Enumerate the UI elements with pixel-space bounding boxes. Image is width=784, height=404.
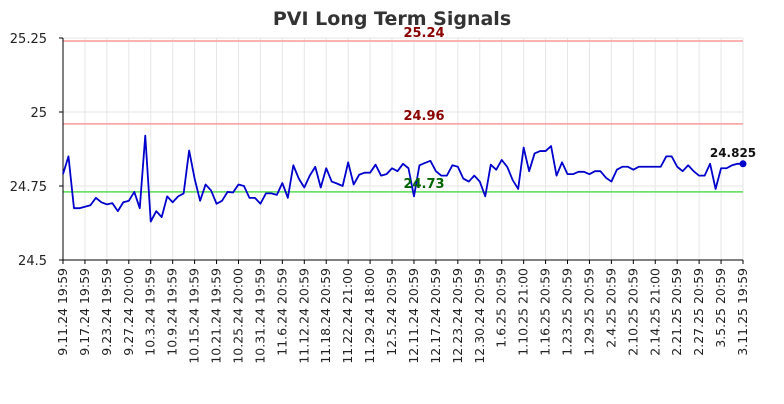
reference-line-label: 24.73: [403, 177, 444, 192]
x-tick-label: 2.21.25 20:59: [669, 268, 684, 356]
x-tick-label: 9.27.24 20:00: [121, 268, 136, 356]
x-tick-label: 11.29.24 18:00: [362, 268, 377, 364]
x-tick-label: 2.4.25 20:59: [603, 268, 618, 348]
x-tick-label: 9.23.24 19:59: [99, 268, 114, 356]
x-tick-label: 10.3.24 19:59: [143, 268, 158, 356]
x-tick-label: 11.18.24 20:59: [318, 268, 333, 364]
y-tick-label: 25.25: [10, 32, 47, 47]
last-value-marker: [739, 160, 747, 168]
x-tick-label: 9.11.24 19:59: [55, 268, 70, 356]
axes: 9.11.24 19:59 9.17.24 19:59 9.23.24 19:59 9…: [10, 32, 750, 364]
x-tick-label: 10.25.24 20:00: [230, 268, 245, 364]
y-tick-label: 25: [30, 106, 47, 121]
x-tick-label: 2.27.25 20:59: [691, 268, 706, 356]
x-tick-label: 12.5.24 20:59: [384, 268, 399, 356]
x-tick-label: 2.10.25 20:59: [625, 268, 640, 356]
reference-line-label: 24.96: [403, 109, 444, 124]
x-tick-label: 11.12.24 20:59: [296, 268, 311, 364]
x-tick-label: 10.15.24 19:59: [187, 268, 202, 364]
chart-title: PVI Long Term Signals: [273, 8, 511, 30]
x-tick-label: 10.31.24 19:59: [252, 268, 267, 364]
x-tick-label: 12.23.24 20:59: [450, 268, 465, 364]
x-tick-label: 12.17.24 20:59: [428, 268, 443, 364]
x-tick-label: 3.11.25 19:59: [735, 268, 750, 356]
x-tick-label: 1.16.25 20:59: [538, 268, 553, 356]
series-line: [62, 134, 743, 223]
x-tick-label: 3.5.25 20:59: [713, 268, 728, 348]
reference-lines: [63, 40, 743, 193]
last-value-label: 24.825: [710, 146, 756, 160]
x-tick-label: 10.21.24 19:59: [209, 268, 224, 364]
x-tick-label: 9.17.24 19:59: [77, 268, 92, 356]
x-tick-label: 12.30.24 20:59: [472, 268, 487, 364]
x-tick-label: 1.23.25 20:59: [560, 268, 575, 356]
y-tick-label: 24.75: [10, 180, 47, 195]
x-tick-label: 11.6.24 20:59: [274, 268, 289, 356]
x-tick-label: 2.14.25 21:00: [647, 268, 662, 356]
grid-layer: [62, 37, 744, 261]
reference-line-label: 25.24: [403, 26, 444, 41]
x-tick-label: 1.29.25 20:59: [581, 268, 596, 356]
x-tick-label: 1.10.25 21:00: [516, 268, 531, 356]
series-layer: [62, 134, 747, 223]
x-tick-label: 10.9.24 19:59: [165, 268, 180, 356]
x-tick-label: 12.11.24 20:59: [406, 268, 421, 364]
x-tick-label: 11.22.24 21:00: [340, 268, 355, 364]
labels-layer: 25.24 24.96 24.73 24.825: [403, 26, 756, 192]
y-tick-label: 24.5: [18, 254, 47, 269]
x-tick-label: 1.6.25 20:59: [494, 268, 509, 348]
